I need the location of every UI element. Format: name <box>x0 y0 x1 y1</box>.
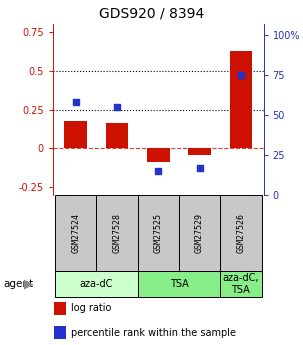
Point <box>73 100 78 105</box>
Bar <box>54 302 66 315</box>
Bar <box>138 195 179 271</box>
Bar <box>147 148 170 162</box>
Bar <box>220 195 261 271</box>
Text: GSM27528: GSM27528 <box>112 213 122 253</box>
Point <box>197 165 202 170</box>
Text: GSM27529: GSM27529 <box>195 213 204 253</box>
Bar <box>230 50 252 148</box>
Bar <box>55 271 138 297</box>
Text: log ratio: log ratio <box>72 303 112 313</box>
Bar <box>106 123 128 148</box>
Text: percentile rank within the sample: percentile rank within the sample <box>72 328 236 337</box>
Text: GDS920 / 8394: GDS920 / 8394 <box>99 7 204 21</box>
Point <box>156 168 161 174</box>
Text: aza-dC: aza-dC <box>80 279 113 289</box>
Bar <box>64 121 87 148</box>
Text: agent: agent <box>3 279 33 289</box>
Bar <box>179 195 220 271</box>
Bar <box>188 148 211 155</box>
Text: TSA: TSA <box>170 279 188 289</box>
Bar <box>96 195 138 271</box>
Text: GSM27525: GSM27525 <box>154 213 163 253</box>
Text: GSM27524: GSM27524 <box>71 213 80 253</box>
Text: aza-dC,
TSA: aza-dC, TSA <box>223 273 259 295</box>
Point <box>115 105 119 110</box>
Bar <box>55 195 96 271</box>
Text: GSM27526: GSM27526 <box>236 213 245 253</box>
Bar <box>54 326 66 339</box>
Point <box>238 72 243 78</box>
Bar <box>220 271 261 297</box>
Text: ▶: ▶ <box>24 277 34 290</box>
Bar <box>138 271 220 297</box>
